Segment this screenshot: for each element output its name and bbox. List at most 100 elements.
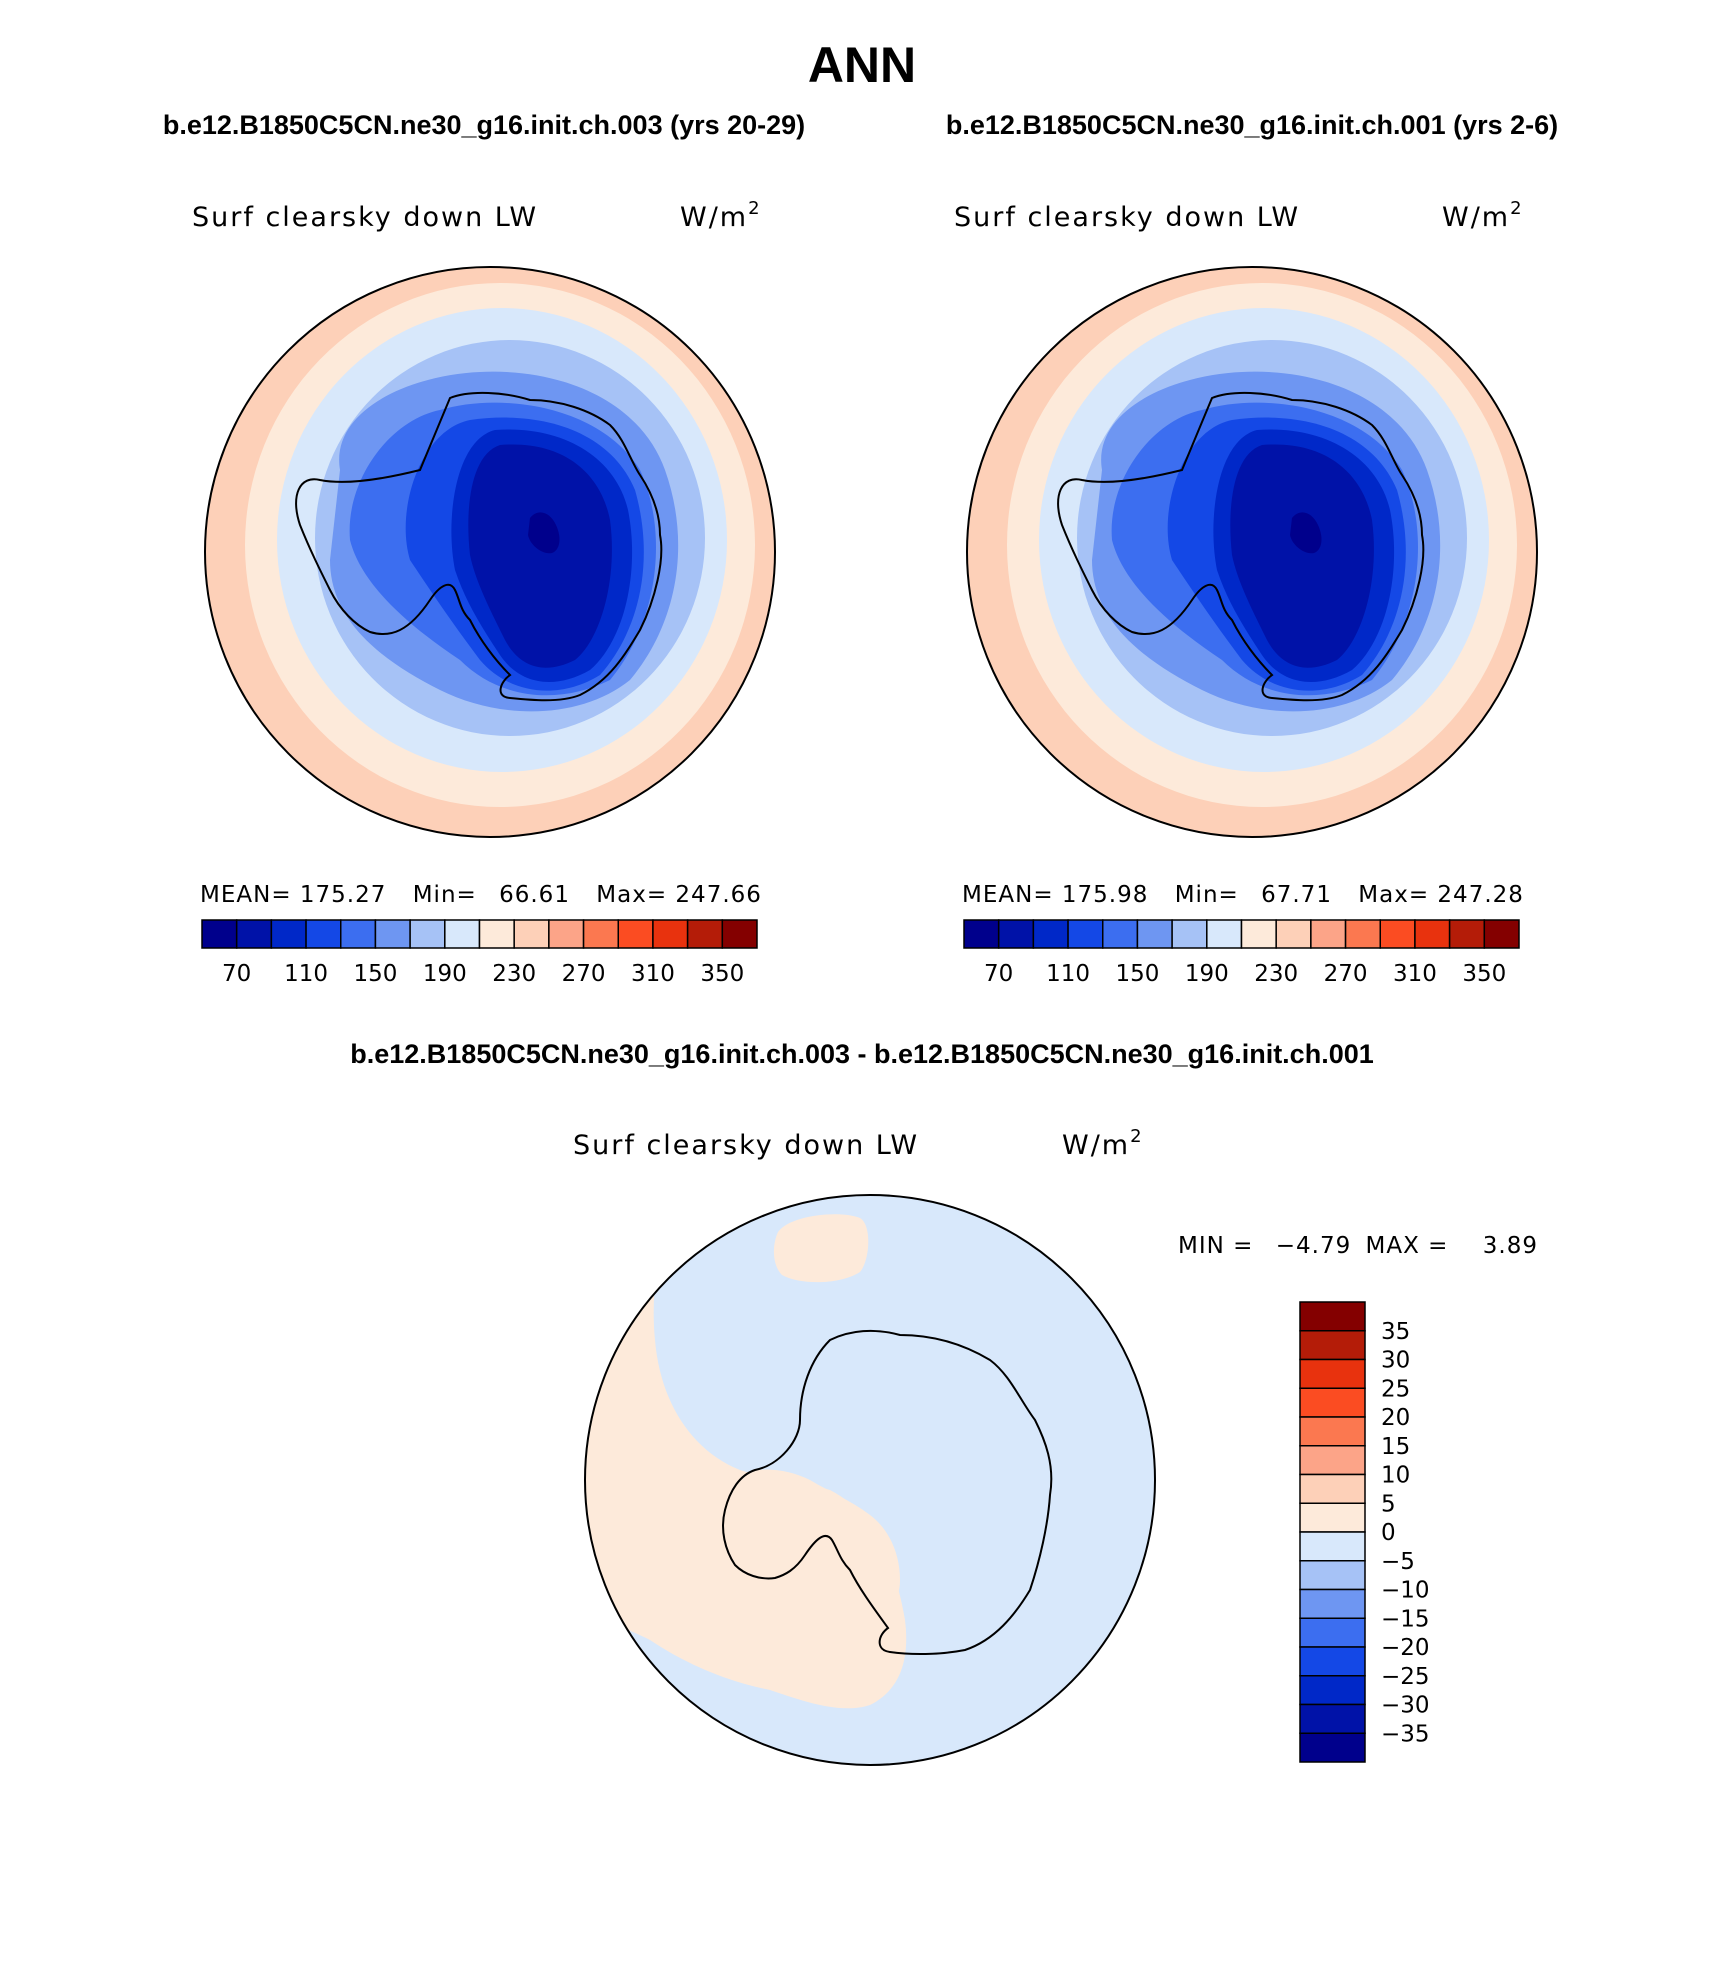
diff-colorbar-box [1299, 1301, 1366, 1332]
panel-2-colorbar-tick-label: 310 [1393, 961, 1437, 987]
diff-colorbar-box [1299, 1732, 1366, 1763]
panel-1-stats: MEAN= 175.27 Min= 66.61 Max= 247.66 [200, 882, 762, 908]
diff-colorbar-box [1299, 1387, 1366, 1418]
panel-1-colorbar-box [374, 919, 411, 949]
diff-case-title: b.e12.B1850C5CN.ne30_g16.init.ch.003 - b… [350, 1039, 1374, 1069]
panel-1-colorbar-box [652, 919, 689, 949]
panel-1-colorbar-box [340, 919, 377, 949]
diff-colorbar-tick-label: 20 [1381, 1405, 1410, 1431]
panel-1-colorbar-box [478, 919, 515, 949]
diff-colorbar-tick-label: 0 [1381, 1520, 1396, 1546]
diff-colorbar-box [1299, 1330, 1366, 1361]
panel-1-colorbar-box [548, 919, 585, 949]
diff-colorbar-box [1299, 1473, 1366, 1504]
diff-colorbar-tick-label: 35 [1381, 1319, 1410, 1345]
panel-1-colorbar-box [686, 919, 724, 949]
panel-1-colorbar-tick-label: 150 [353, 961, 397, 987]
diff-colorbar-tick-label: −5 [1381, 1549, 1415, 1575]
panel-1-colorbar-tick-label: 230 [492, 961, 536, 987]
panel-1-colorbar: 70 110 150 190 230 270 310 350 [201, 919, 758, 987]
panel-1-colorbar-box [201, 919, 238, 949]
diff-colorbar-box [1299, 1445, 1366, 1476]
diff-colorbar-box [1299, 1588, 1366, 1619]
panel-2-colorbar-box [1171, 919, 1208, 949]
diff-variable-label: Surf clearsky down LW [573, 1130, 919, 1161]
panel-2-map [967, 267, 1537, 837]
panel-2-colorbar-box [1102, 919, 1139, 949]
diff-colorbar-tick-label: −25 [1381, 1664, 1430, 1690]
panel-2-colorbar-tick-label: 150 [1115, 961, 1159, 987]
panel-2-colorbar-box [1483, 919, 1520, 949]
panel-1-colorbar-box [513, 919, 550, 949]
diff-colorbar-tick-label: −10 [1381, 1578, 1430, 1604]
panel-2-colorbar-box [997, 919, 1035, 949]
panel-2-colorbar-box [1414, 919, 1451, 949]
panel-2-colorbar-box [1240, 919, 1277, 949]
diff-colorbar-tick-label: −20 [1381, 1635, 1430, 1661]
diff-min-max: MIN = −4.79 MAX = 3.89 [1178, 1233, 1538, 1259]
panel-1-colorbar-tick-label: 110 [284, 961, 328, 987]
diff-colorbar-tick-label: 10 [1381, 1463, 1410, 1489]
panel-1-colorbar-box [270, 919, 307, 949]
panel-2-colorbar-box [1275, 919, 1312, 949]
panel-1-colorbar-box [305, 919, 342, 949]
diff-colorbar-box [1299, 1675, 1366, 1706]
panel-1-colorbar-box [235, 919, 273, 949]
diff-colorbar-box [1299, 1358, 1366, 1389]
panel-2-colorbar-tick-label: 230 [1254, 961, 1298, 987]
panel-2-colorbar-box [1448, 919, 1486, 949]
diff-colorbar-tick-label: −30 [1381, 1693, 1430, 1719]
diff-colorbar-tick-label: −15 [1381, 1606, 1430, 1632]
panel-2-colorbar-tick-label: 270 [1324, 961, 1368, 987]
panel-2-units-label: W/m2 [1442, 198, 1524, 233]
diff-colorbar-box [1299, 1646, 1366, 1677]
diff-colorbar-box [1299, 1531, 1366, 1562]
panel-1-colorbar-box [721, 919, 758, 949]
panel-1-colorbar-tick-label: 350 [700, 961, 744, 987]
panel-1-case-title: b.e12.B1850C5CN.ne30_g16.init.ch.003 (yr… [163, 110, 805, 140]
diff-colorbar-box [1299, 1617, 1366, 1648]
diff-colorbar-box [1299, 1416, 1366, 1447]
panel-2-colorbar-box [1206, 919, 1243, 949]
panel-1-colorbar-box [617, 919, 654, 949]
diff-colorbar-tick-label: −35 [1381, 1721, 1430, 1747]
panel-2-colorbar-tick-label: 110 [1046, 961, 1090, 987]
diff-colorbar-box [1299, 1502, 1366, 1533]
diff-map-border [584, 1194, 1156, 1766]
panel-1-units-label: W/m2 [680, 198, 762, 233]
diff-colorbar-box [1299, 1560, 1366, 1591]
figure-title: ANN [808, 37, 916, 93]
panel-2-colorbar-box [1032, 919, 1069, 949]
panel-1-colorbar-box [444, 919, 481, 949]
panel-1-map-border [204, 266, 776, 838]
panel-2-colorbar-box [1379, 919, 1416, 949]
panel-2-colorbar: 70 110 150 190 230 270 310 350 [963, 919, 1520, 987]
panel-2-colorbar-box [963, 919, 1000, 949]
panel-2-stats: MEAN= 175.98 Min= 67.71 Max= 247.28 [962, 882, 1524, 908]
panel-2-colorbar-box [1310, 919, 1347, 949]
panel-1-map [205, 267, 775, 837]
panel-1-colorbar-tick-label: 190 [423, 961, 467, 987]
panel-1-colorbar-tick-label: 310 [631, 961, 675, 987]
diff-colorbar-tick-label: 25 [1381, 1376, 1410, 1402]
panel-1-variable-label: Surf clearsky down LW [192, 202, 538, 233]
diff-colorbar-tick-label: 5 [1381, 1491, 1396, 1517]
diff-units-label: W/m2 [1062, 1126, 1144, 1161]
panel-2-colorbar-tick-label: 70 [984, 961, 1013, 987]
panel-2-colorbar-box [1067, 919, 1104, 949]
panel-1-colorbar-tick-label: 70 [222, 961, 251, 987]
diff-map [585, 1195, 1155, 1765]
diff-colorbar-tick-label: 30 [1381, 1348, 1410, 1374]
panel-1-colorbar-box [409, 919, 446, 949]
panel-2-variable-label: Surf clearsky down LW [954, 202, 1300, 233]
diff-colorbar-tick-label: 15 [1381, 1434, 1410, 1460]
panel-2-map-border [966, 266, 1538, 838]
panel-1-colorbar-box [582, 919, 619, 949]
panel-2-case-title: b.e12.B1850C5CN.ne30_g16.init.ch.001 (yr… [946, 110, 1558, 140]
panel-2-colorbar-tick-label: 190 [1185, 961, 1229, 987]
panel-2-colorbar-box [1344, 919, 1381, 949]
diff-colorbar-box [1299, 1703, 1366, 1734]
panel-2-colorbar-tick-label: 350 [1462, 961, 1506, 987]
